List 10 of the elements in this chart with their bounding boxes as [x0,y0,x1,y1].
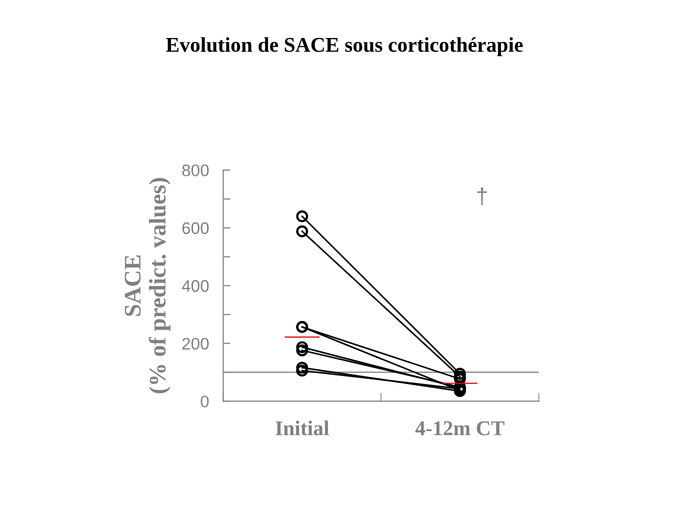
annotation: † [477,187,487,206]
y-tick-label: 400 [182,280,209,292]
y-tick-label: 800 [182,164,209,176]
x-tick-label: 4-12m CT [415,421,504,436]
y-axis-title: SACE (% of predict. values) [124,178,170,394]
chart-title: Evolution de SACE sous corticothérapie [166,37,523,56]
x-tick-label: Initial [276,420,329,436]
y-tick-label: 0 [200,396,209,408]
y-tick-label: 600 [182,222,209,234]
y-tick-label: 200 [182,338,209,350]
